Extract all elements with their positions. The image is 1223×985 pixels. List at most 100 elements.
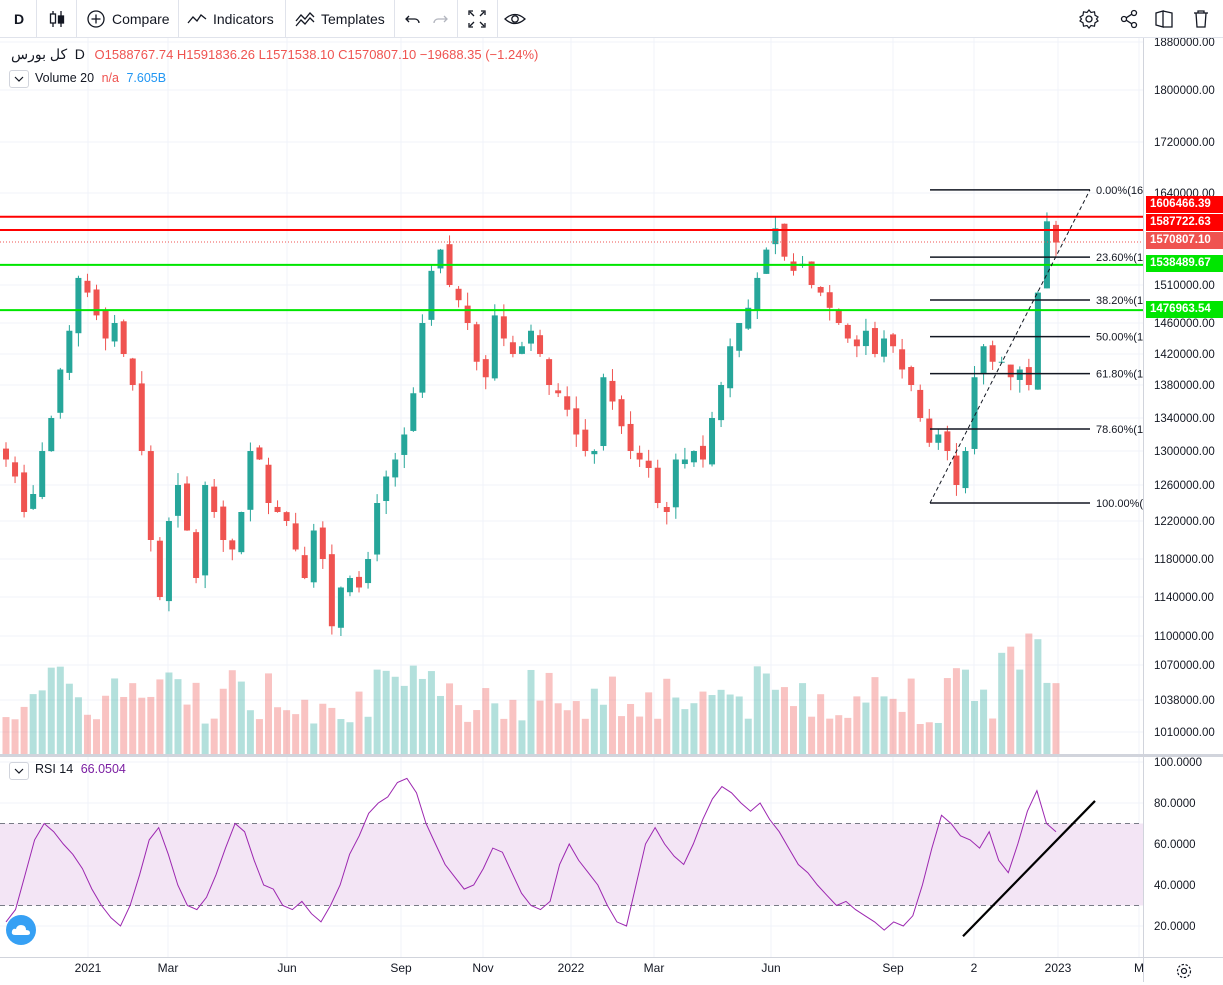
compare-button[interactable]: Compare — [86, 0, 170, 37]
candle-body — [935, 434, 942, 443]
candle-body — [455, 288, 462, 301]
candle-body — [790, 261, 797, 271]
candle-body — [1034, 292, 1041, 390]
price-tick-label: 1510000.00 — [1154, 280, 1215, 292]
rsi-band-fill — [0, 823, 1143, 906]
volume-label[interactable]: Volume 20 — [35, 71, 95, 85]
collapse-rsi-button[interactable] — [9, 762, 29, 780]
undo-button[interactable] — [403, 0, 423, 37]
share-icon — [1120, 9, 1138, 28]
volume-bar — [1052, 683, 1060, 754]
volume-bar — [554, 703, 562, 754]
symbol-legend: کل بورس D O1588767.74 H1591836.26 L15715… — [11, 46, 538, 63]
candle-body — [636, 452, 643, 460]
volume-bar — [708, 695, 716, 754]
candle-body — [537, 335, 544, 354]
tradingview-logo[interactable] — [6, 915, 36, 945]
volume-bar — [1034, 639, 1042, 754]
volume-bar — [690, 703, 698, 754]
volume-bar — [20, 706, 28, 754]
volume-bar — [636, 716, 644, 754]
fullscreen-button[interactable] — [466, 0, 488, 37]
candles — [3, 212, 1059, 636]
candle-body — [482, 359, 489, 378]
settings-button[interactable] — [1078, 0, 1100, 37]
volume-bar — [509, 699, 517, 754]
volume-bar — [346, 722, 354, 754]
candle-body — [138, 383, 145, 451]
price-label-resistance-1: 1606466.39 — [1146, 196, 1223, 213]
fibonacci-retracement[interactable]: 0.00%(16 23.60%(1 38.20%(1 50.00%(1 61.80%(1… — [929, 185, 1143, 510]
candle-body — [337, 587, 344, 628]
volume-bars — [2, 633, 1060, 754]
time-axis[interactable]: 2021 Mar Jun Sep Nov 2022 Mar Jun Sep 2 2023 M — [75, 961, 1144, 975]
volume-bar — [934, 722, 942, 754]
fib-level-label: 100.00%( — [1096, 498, 1143, 510]
candle-body — [690, 451, 697, 463]
horizontal-lines[interactable] — [0, 215, 1143, 312]
volume-bar — [192, 682, 200, 754]
candle-body — [283, 512, 290, 521]
legend-interval: D — [74, 46, 85, 62]
candle-body — [111, 323, 118, 342]
candle-body — [926, 418, 933, 443]
snapshot-button[interactable] — [1153, 0, 1175, 37]
chart-canvas[interactable]: 0.00%(16 23.60%(1 38.20%(1 50.00%(1 61.80%(1… — [0, 38, 1223, 982]
candle-body — [564, 396, 571, 410]
fib-level-label: 38.20%(1 — [1096, 295, 1143, 307]
volume-bar — [989, 718, 997, 754]
price-tick-label: 1010000.00 — [1154, 727, 1215, 739]
redo-icon — [433, 15, 448, 23]
redo-button[interactable] — [430, 0, 450, 37]
candle-body — [500, 316, 507, 339]
price-tick-label: 1220000.00 — [1154, 516, 1215, 528]
volume-na: n/a — [101, 71, 119, 85]
price-axis[interactable]: 1880000.001800000.001720000.001640000.00… — [1154, 38, 1215, 933]
volume-bar — [83, 714, 91, 754]
candle-body — [600, 377, 607, 447]
candle-body — [301, 555, 308, 578]
candle-body — [917, 389, 924, 418]
volume-bar — [952, 668, 960, 754]
share-button[interactable] — [1118, 0, 1140, 37]
volume-bar — [93, 719, 101, 754]
symbol-name[interactable]: کل بورس — [11, 46, 68, 62]
time-tick-label: 2023 — [1045, 961, 1072, 975]
visibility-button[interactable] — [503, 0, 527, 37]
volume-bar — [111, 678, 119, 754]
volume-bar — [310, 723, 318, 754]
grid — [0, 38, 1143, 957]
candle-body — [464, 305, 471, 323]
interval-button[interactable]: D — [14, 0, 24, 37]
candles-button[interactable] — [46, 0, 68, 37]
volume-bar — [183, 704, 191, 754]
rsi-tick-label: 20.0000 — [1154, 921, 1196, 933]
trash-icon — [1194, 9, 1208, 28]
indicators-button[interactable]: Indicators — [186, 0, 274, 37]
delete-button[interactable] — [1191, 0, 1211, 37]
fib-level-label: 23.60%(1 — [1096, 252, 1143, 264]
volume-bar — [165, 672, 173, 754]
interval-label: D — [14, 10, 25, 27]
candle-body — [374, 503, 381, 555]
toolbar-divider — [36, 0, 37, 37]
candle-body — [1053, 224, 1059, 243]
axis-settings-button[interactable] — [1175, 962, 1193, 985]
volume-bar — [1025, 633, 1033, 754]
rsi-label[interactable]: RSI 14 — [35, 762, 74, 776]
candle-body — [546, 359, 553, 385]
time-tick-label: 2021 — [75, 961, 102, 975]
templates-button[interactable]: Templates — [294, 0, 385, 37]
candle-body — [129, 358, 136, 385]
volume-bar — [174, 679, 182, 754]
collapse-legend-button[interactable] — [9, 70, 29, 88]
price-tick-label: 1100000.00 — [1154, 631, 1214, 643]
candle-body — [410, 393, 417, 431]
candle-body — [817, 287, 824, 293]
fib-level-label: 61.80%(1 — [1096, 369, 1143, 381]
candle-body — [437, 249, 444, 269]
volume-bar — [744, 718, 752, 754]
candle-body — [238, 512, 245, 553]
candle-body — [39, 451, 46, 497]
volume-bar — [826, 718, 834, 754]
